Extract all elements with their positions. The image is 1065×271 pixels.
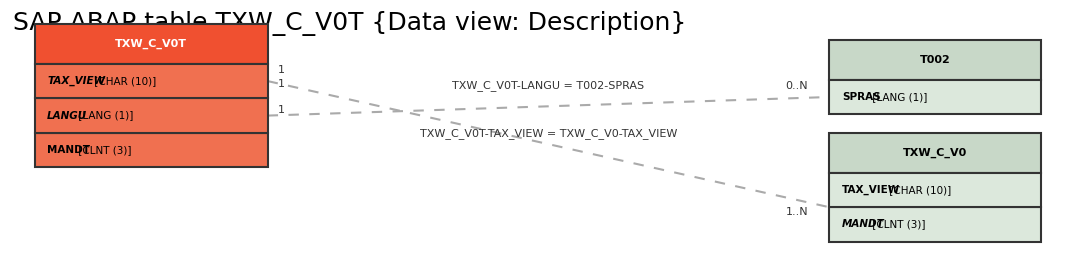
Bar [830, 133, 1041, 173]
Text: [CHAR (10)]: [CHAR (10)] [886, 185, 951, 195]
Text: SPRAS: SPRAS [841, 92, 881, 102]
Text: [CLNT (3)]: [CLNT (3)] [869, 220, 925, 230]
Text: [LANG (1)]: [LANG (1)] [75, 111, 133, 121]
Bar [34, 64, 267, 98]
Text: LANGU: LANGU [47, 111, 87, 121]
Text: 1: 1 [278, 66, 285, 75]
Text: MANDT: MANDT [841, 220, 885, 230]
Bar [830, 40, 1041, 80]
Text: 0..N: 0..N [785, 81, 808, 91]
Text: TXW_C_V0: TXW_C_V0 [903, 148, 967, 158]
Text: [CLNT (3)]: [CLNT (3)] [75, 145, 131, 155]
Text: TAX_VIEW: TAX_VIEW [841, 185, 900, 195]
Text: TAX_VIEW: TAX_VIEW [47, 76, 105, 86]
Text: [LANG (1)]: [LANG (1)] [869, 92, 928, 102]
Text: TXW_C_V0T: TXW_C_V0T [115, 39, 187, 49]
Text: [CHAR (10)]: [CHAR (10)] [92, 76, 157, 86]
Text: 1..N: 1..N [785, 208, 808, 218]
Bar [830, 207, 1041, 242]
Bar [830, 173, 1041, 207]
Bar [34, 24, 267, 64]
Bar [34, 133, 267, 167]
Text: TXW_C_V0T-TAX_VIEW = TXW_C_V0-TAX_VIEW: TXW_C_V0T-TAX_VIEW = TXW_C_V0-TAX_VIEW [420, 128, 677, 139]
Text: 1: 1 [278, 105, 285, 115]
Text: T002: T002 [920, 55, 950, 65]
Bar [830, 80, 1041, 114]
Bar [34, 98, 267, 133]
Text: MANDT: MANDT [47, 145, 91, 155]
Text: 1: 1 [278, 79, 285, 89]
Text: SAP ABAP table TXW_C_V0T {Data view: Description}: SAP ABAP table TXW_C_V0T {Data view: Des… [14, 11, 687, 36]
Text: TXW_C_V0T-LANGU = T002-SPRAS: TXW_C_V0T-LANGU = T002-SPRAS [453, 80, 644, 91]
